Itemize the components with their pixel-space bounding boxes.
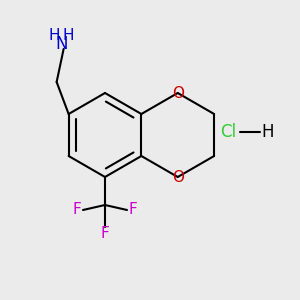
- Text: F: F: [100, 226, 109, 242]
- Text: O: O: [172, 169, 184, 184]
- Text: O: O: [172, 85, 184, 100]
- Text: H: H: [49, 28, 60, 43]
- Text: Cl: Cl: [220, 123, 236, 141]
- Text: N: N: [56, 35, 68, 53]
- Text: F: F: [73, 202, 81, 217]
- Text: H: H: [262, 123, 274, 141]
- Text: H: H: [63, 28, 74, 43]
- Text: F: F: [129, 202, 137, 217]
